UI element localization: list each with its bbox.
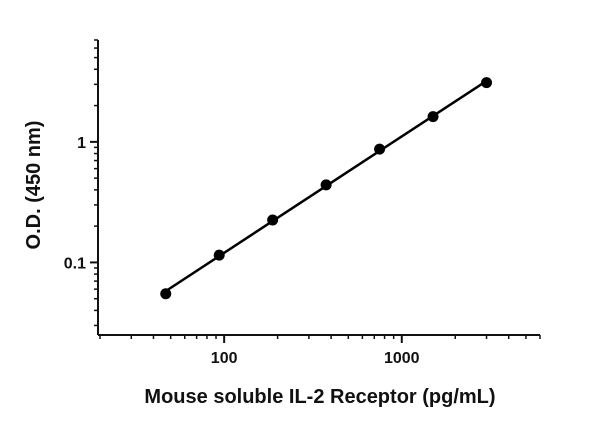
y-axis-label: O.D. (450 nm): [23, 121, 45, 250]
data-point: [427, 111, 439, 123]
data-point: [267, 214, 279, 226]
data-point: [374, 143, 386, 155]
axis-labels: Mouse soluble IL-2 Receptor (pg/mL) O.D.…: [23, 121, 496, 408]
y-tick-label: 0.1: [64, 255, 86, 272]
data-point: [213, 249, 225, 261]
x-tick-label: 100: [211, 350, 238, 367]
data-point: [481, 77, 493, 89]
x-tick-label: 1000: [384, 350, 420, 367]
data-point: [320, 179, 332, 191]
axes: 0.1 1 100 1000: [64, 39, 541, 367]
data-points: [160, 77, 493, 300]
x-axis-label: Mouse soluble IL-2 Receptor (pg/mL): [144, 386, 495, 408]
data-point: [160, 288, 172, 300]
y-tick-label: 1: [77, 135, 86, 152]
